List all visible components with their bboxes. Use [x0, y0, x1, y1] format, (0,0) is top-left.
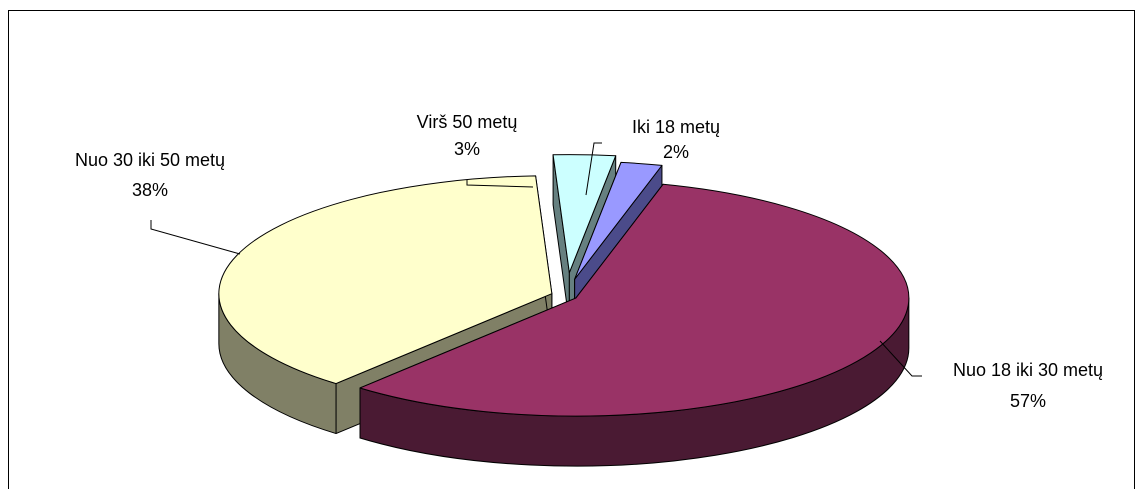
label-30-50: Nuo 30 iki 50 metų 38%: [75, 150, 241, 255]
slice-top-virs-50-metu: [552, 154, 617, 274]
leader-line-virs-50: [466, 180, 534, 188]
label-iki-18: Iki 18 metų 2%: [585, 117, 720, 196]
slice-nuo-18-iki-30-metu: [359, 183, 910, 467]
leader-line-iki-18: [585, 142, 602, 196]
label-18-30-value: 57%: [1010, 391, 1046, 411]
label-virs-50-name: Virš 50 metų: [417, 112, 518, 132]
label-iki-18-value: 2%: [663, 142, 689, 162]
leader-line-18-30: [879, 340, 922, 377]
label-18-30: Nuo 18 iki 30 metų 57%: [879, 340, 1103, 411]
label-30-50-name: Nuo 30 iki 50 metų: [75, 150, 225, 170]
slice-top-nuo-30-iki-50-metu: [218, 175, 553, 385]
label-iki-18-name: Iki 18 metų: [632, 117, 720, 137]
label-18-30-name: Nuo 18 iki 30 metų: [953, 360, 1103, 380]
label-30-50-value: 38%: [132, 180, 168, 200]
slice-top-iki-18-metu: [574, 161, 663, 280]
pie-slices: [218, 154, 910, 467]
label-virs-50-value: 3%: [454, 139, 480, 159]
slice-top-nuo-18-iki-30-metu: [359, 183, 910, 417]
label-virs-50: Virš 50 metų 3%: [417, 112, 534, 188]
leader-line-30-50: [150, 220, 241, 255]
